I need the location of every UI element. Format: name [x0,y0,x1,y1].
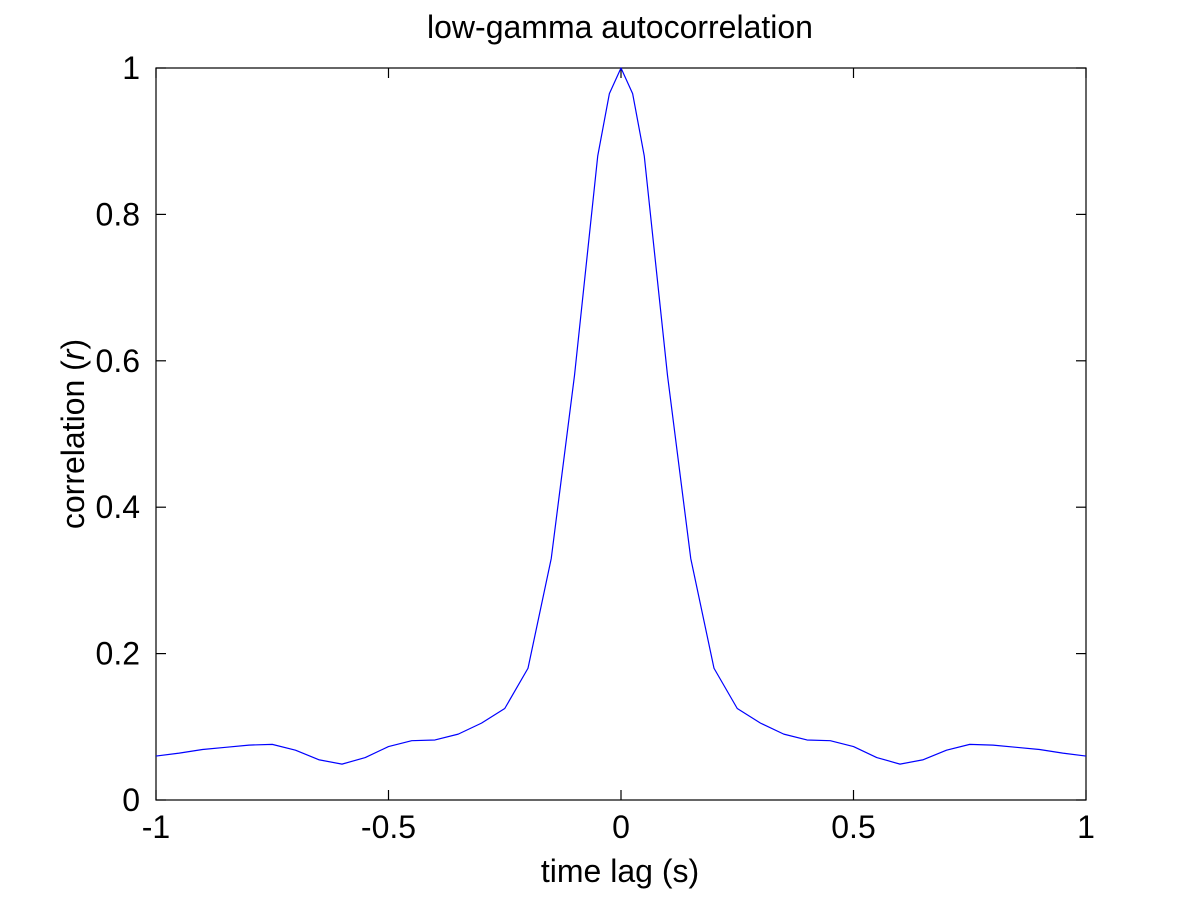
y-tick-label: 0.4 [96,489,140,525]
x-tick-label: 0 [612,809,630,845]
y-tick-label: 0.8 [96,196,140,232]
series-line [155,67,1087,765]
y-tick-label: 0.2 [96,636,140,672]
x-tick-labels: -1 -0.5 0 0.5 1 [142,809,1095,845]
y-tick-label: 0.6 [96,343,140,379]
chart-title: low-gamma autocorrelation [427,9,813,45]
y-axis-label-suffix: ) [55,339,91,350]
y-tick-label: 1 [122,50,140,86]
y-axis-label-prefix: correlation ( [55,360,91,529]
x-tick-label: -0.5 [361,809,416,845]
tick-marks [155,67,1087,801]
x-tick-label: -1 [142,809,170,845]
y-tick-labels: 0 0.2 0.4 0.6 0.8 1 [96,50,140,818]
x-axis-label: time lag (s) [541,853,699,889]
y-axis-label: correlation (r) [55,339,91,529]
x-tick-label: 1 [1077,809,1095,845]
y-tick-label: 0 [122,782,140,818]
y-axis-label-symbol: r [55,348,91,360]
x-tick-label: 0.5 [831,809,875,845]
